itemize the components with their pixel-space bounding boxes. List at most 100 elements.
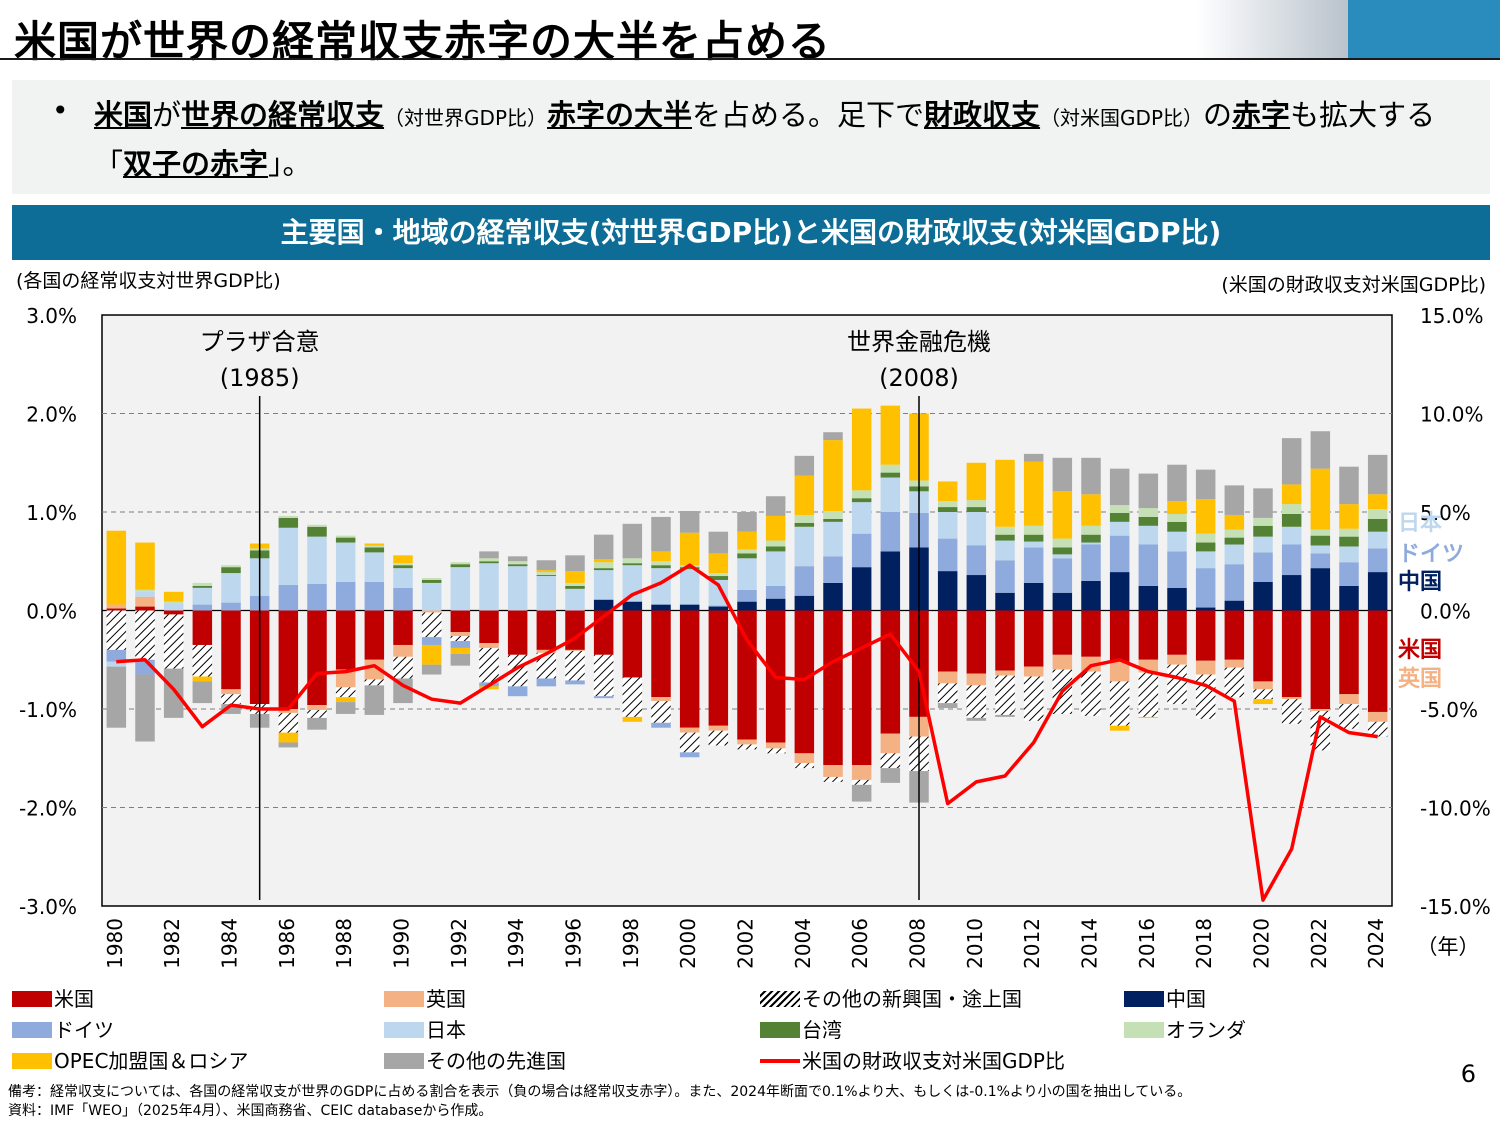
legend-swatch bbox=[1124, 991, 1164, 1007]
bar-segment bbox=[1081, 494, 1101, 526]
bar-segment bbox=[307, 709, 327, 718]
bar-segment bbox=[765, 546, 786, 552]
bar-segment bbox=[679, 569, 700, 605]
bar-segment bbox=[737, 739, 757, 745]
bar-segment bbox=[708, 606, 729, 611]
bar-segment bbox=[1195, 533, 1216, 543]
page-title: 米国が世界の経常収支赤字の大半を占める bbox=[14, 17, 832, 66]
bar-segment bbox=[1339, 694, 1359, 705]
event-year-label: (2008) bbox=[879, 364, 959, 392]
bar-segment bbox=[450, 653, 471, 666]
bar-segment bbox=[708, 725, 729, 731]
bar-segment bbox=[192, 610, 213, 645]
bar-segment bbox=[737, 610, 757, 740]
bar-segment bbox=[1224, 667, 1245, 698]
left-axis-note: (各国の経常収支対世界GDP比) bbox=[16, 270, 281, 292]
summary-s9: の bbox=[1203, 98, 1233, 132]
bar-segment bbox=[278, 517, 299, 528]
bar-segment bbox=[765, 748, 786, 754]
bar-segment bbox=[1109, 468, 1130, 506]
bar-segment bbox=[106, 666, 127, 728]
bar-segment bbox=[565, 571, 585, 583]
bar-segment bbox=[1023, 525, 1044, 535]
bar-segment bbox=[679, 752, 700, 758]
bar-segment bbox=[192, 681, 213, 704]
bar-segment bbox=[1253, 699, 1273, 705]
bar-segment bbox=[737, 549, 757, 554]
bar-segment bbox=[479, 647, 499, 683]
bar-segment bbox=[708, 730, 729, 746]
bar-segment bbox=[421, 644, 442, 665]
bar-segment bbox=[794, 566, 815, 596]
bar-segment bbox=[794, 475, 815, 515]
bar-segment bbox=[1339, 562, 1359, 586]
bar-segment bbox=[1167, 531, 1187, 552]
bar-segment bbox=[995, 534, 1015, 541]
bar-segment bbox=[1224, 610, 1245, 660]
bar-segment bbox=[708, 579, 729, 606]
bar-segment bbox=[1138, 672, 1159, 717]
bar-segment bbox=[1081, 610, 1101, 657]
bar-segment bbox=[937, 683, 958, 704]
bar-segment bbox=[593, 559, 614, 563]
bar-segment bbox=[679, 727, 700, 733]
bar-segment bbox=[651, 561, 671, 566]
bar-segment bbox=[794, 610, 815, 754]
bar-segment bbox=[1310, 545, 1331, 554]
bar-segment bbox=[1339, 466, 1359, 505]
bar-segment bbox=[335, 697, 356, 703]
legend-swatch bbox=[760, 1022, 800, 1038]
bar-segment bbox=[995, 610, 1015, 671]
bar-segment bbox=[651, 610, 671, 698]
bar-segment bbox=[163, 591, 184, 602]
bar-segment bbox=[851, 567, 872, 611]
x-tick-label: 1988 bbox=[332, 918, 356, 969]
summary-s4: （対世界GDP比） bbox=[384, 106, 548, 130]
summary-s1: 米国 bbox=[94, 98, 153, 132]
bar-segment bbox=[450, 641, 471, 648]
bar-segment bbox=[593, 599, 614, 611]
bar-segment bbox=[278, 732, 299, 743]
bar-segment bbox=[1281, 699, 1302, 724]
footnote-note: 備考：経常収支については、各国の経常収支が世界のGDPに占める割合を表示（負の場… bbox=[8, 1084, 1192, 1100]
event-label: 世界金融危機 bbox=[847, 328, 991, 356]
bar-segment bbox=[1138, 508, 1159, 517]
bar-segment bbox=[1052, 592, 1073, 611]
bar-segment bbox=[1367, 610, 1388, 712]
y-left-tick-label: 2.0% bbox=[26, 403, 77, 427]
bar-segment bbox=[1367, 494, 1388, 510]
bar-segment bbox=[135, 542, 155, 590]
summary-s5: 赤字の大半 bbox=[547, 98, 693, 132]
bar-segment bbox=[1310, 709, 1331, 711]
bar-segment bbox=[823, 518, 843, 522]
bar-segment bbox=[1109, 521, 1130, 536]
bar-segment bbox=[765, 496, 786, 516]
bar-segment bbox=[393, 563, 413, 566]
bar-segment bbox=[1367, 509, 1388, 519]
bar-segment bbox=[651, 516, 671, 552]
bar-segment bbox=[565, 650, 585, 681]
bar-segment bbox=[937, 538, 958, 572]
bar-segment bbox=[507, 610, 528, 655]
bar-segment bbox=[1253, 525, 1273, 537]
bar-segment bbox=[880, 551, 901, 611]
bar-segment bbox=[1138, 525, 1159, 545]
legend-label: 米国 bbox=[54, 987, 94, 1011]
bar-segment bbox=[364, 610, 385, 660]
bar-segment bbox=[1367, 518, 1388, 532]
bar-segment bbox=[163, 603, 184, 611]
bar-segment bbox=[1224, 600, 1245, 611]
bar-segment bbox=[880, 464, 901, 473]
bar-segment bbox=[221, 573, 241, 603]
bar-segment bbox=[937, 610, 958, 672]
bar-segment bbox=[1167, 551, 1187, 588]
bar-segment bbox=[507, 566, 528, 611]
bar-segment bbox=[565, 649, 585, 651]
bar-segment bbox=[393, 656, 413, 679]
bar-segment bbox=[565, 582, 585, 586]
bar-segment bbox=[851, 779, 872, 785]
bar-segment bbox=[1052, 491, 1073, 539]
bar-segment bbox=[1138, 610, 1159, 660]
legend-item: 日本 bbox=[384, 1015, 466, 1045]
bar-segment bbox=[1052, 558, 1073, 593]
